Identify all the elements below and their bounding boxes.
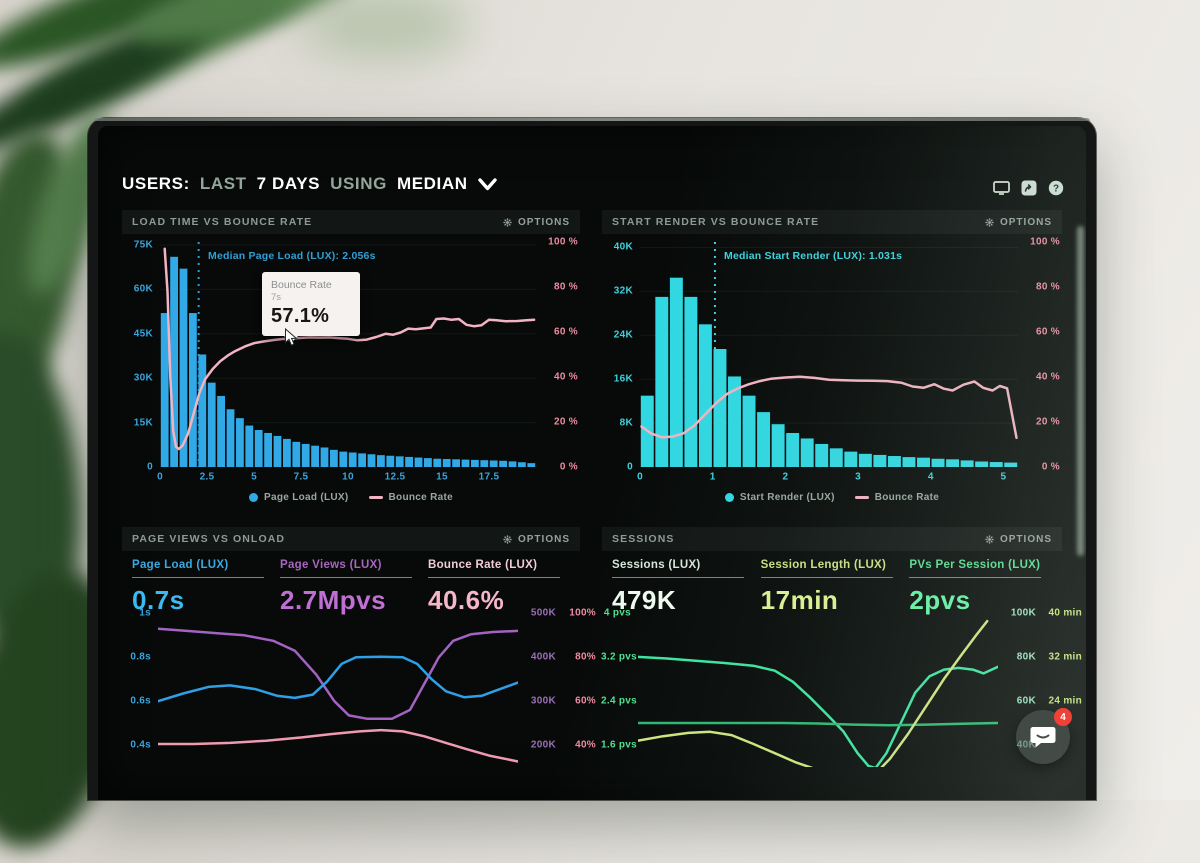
chart-tooltip: Bounce Rate 7s 57.1% — [262, 272, 360, 343]
metric-pvs-per-session: PVs Per Session (LUX) 2pvs — [909, 559, 1058, 616]
metric-rule — [280, 577, 412, 578]
metric-rule — [760, 577, 893, 578]
metric-label: Page Load (LUX) — [132, 559, 229, 571]
options-label: OPTIONS — [517, 216, 570, 228]
legend-line-icon — [368, 496, 383, 499]
panel-header: PAGE VIEWS VS ONLOAD OPTIONS — [122, 527, 580, 551]
panel-title: LOAD TIME VS BOUNCE RATE — [132, 216, 313, 228]
legend-label: Bounce Rate — [388, 492, 453, 503]
gear-icon — [503, 217, 512, 227]
svg-text:?: ? — [1053, 184, 1059, 195]
page-views-chart[interactable]: 1s 0.8s 0.6s 0.4s 500K 100% 400K 80% 300K 60% 200K… — [122, 605, 596, 773]
users-range-dropdown[interactable]: USERS: LAST 7 DAYS USING MEDIAN — [122, 174, 497, 194]
help-icon[interactable]: ? — [1048, 180, 1064, 196]
gear-icon — [985, 534, 994, 544]
metric-value: 479K — [612, 585, 677, 615]
metric-label: Page Views (LUX) — [280, 559, 382, 571]
metric-value: 40.6% — [428, 585, 505, 615]
metric-label: Sessions (LUX) — [612, 559, 701, 571]
options-button[interactable]: OPTIONS — [502, 534, 570, 545]
tooltip-x-value: 7s — [271, 292, 282, 303]
start-render-chart[interactable]: Median Start Render (LUX): 1.031s 40K 32K 2… — [613, 236, 1060, 483]
chevron-down-icon — [477, 177, 497, 190]
options-label: OPTIONS — [517, 533, 570, 545]
metric-page-views: Page Views (LUX) 2.7Mpvs — [280, 559, 428, 616]
plant-leaf — [300, 0, 470, 60]
metric-page-load: Page Load (LUX) 0.7s — [132, 559, 280, 616]
laptop: USERS: LAST 7 DAYS USING MEDIAN ? LOAD — [88, 118, 1096, 800]
metric-rule — [612, 577, 744, 578]
legend-label: Page Load (LUX) — [264, 492, 349, 503]
header-using: USING — [330, 174, 387, 193]
sessions-chart[interactable]: 4 pvs 3.2 pvs 2.4 pvs 1.6 pvs 100K 40 min 80K 3… — [601, 605, 1082, 773]
options-button[interactable]: OPTIONS — [984, 217, 1052, 228]
metric-session-length: Session Length (LUX) 17min — [760, 559, 910, 616]
tooltip-value: 57.1% — [271, 305, 330, 327]
screen-glare-strip — [1077, 226, 1084, 556]
metric-sessions: Sessions (LUX) 479K — [612, 559, 761, 616]
header-days: 7 DAYS — [256, 174, 321, 193]
metric-rule — [909, 577, 1042, 578]
metric-label: Session Length (LUX) — [760, 559, 887, 571]
header-users: USERS: — [122, 174, 190, 193]
metric-bounce-rate: Bounce Rate (LUX) 40.6% — [428, 559, 576, 616]
panel-header: SESSIONS OPTIONS — [602, 527, 1062, 551]
legend-label: Start Render (LUX) — [739, 492, 835, 503]
legend-dot-icon — [249, 493, 259, 502]
display-icon[interactable] — [993, 181, 1010, 195]
options-label: OPTIONS — [999, 533, 1052, 545]
options-label: OPTIONS — [999, 216, 1052, 228]
metric-rule — [428, 577, 560, 578]
panel-load-time: LOAD TIME VS BOUNCE RATE OPTIONS Median … — [122, 210, 580, 510]
legend-label: Bounce Rate — [874, 492, 940, 503]
share-icon[interactable] — [1021, 180, 1037, 196]
metric-value: 17min — [760, 585, 839, 615]
options-button[interactable]: OPTIONS — [984, 534, 1052, 545]
chart-legend: Start Render (LUX) Bounce Rate — [602, 492, 1062, 503]
panel-page-views: PAGE VIEWS VS ONLOAD OPTIONS Page Load (… — [122, 527, 596, 773]
panel-header: LOAD TIME VS BOUNCE RATE OPTIONS — [122, 210, 580, 234]
legend-dot-icon — [724, 493, 734, 502]
metric-rule — [132, 577, 264, 578]
metric-value: 0.7s — [132, 585, 185, 615]
chat-badge: 4 — [1054, 708, 1072, 726]
options-button[interactable]: OPTIONS — [502, 217, 570, 228]
panel-title: PAGE VIEWS VS ONLOAD — [132, 533, 286, 545]
laptop-screen: USERS: LAST 7 DAYS USING MEDIAN ? LOAD — [98, 126, 1086, 800]
panel-title: SESSIONS — [612, 533, 675, 545]
gear-icon — [503, 534, 512, 544]
header-median: MEDIAN — [396, 174, 468, 193]
metric-value: 2pvs — [909, 585, 971, 615]
metric-label: PVs Per Session (LUX) — [909, 559, 1041, 571]
panel-start-render: START RENDER VS BOUNCE RATE OPTIONS Medi… — [602, 210, 1062, 510]
chart-legend: Page Load (LUX) Bounce Rate — [122, 492, 580, 503]
gear-icon — [985, 217, 994, 227]
tooltip-title: Bounce Rate — [271, 279, 332, 291]
chat-widget[interactable]: 4 — [1016, 708, 1072, 764]
legend-line-icon — [854, 496, 869, 499]
metrics-row: Sessions (LUX) 479K Session Length (LUX)… — [612, 559, 1058, 616]
metric-label: Bounce Rate (LUX) — [428, 559, 538, 571]
header-last: LAST — [199, 174, 247, 193]
metrics-row: Page Load (LUX) 0.7s Page Views (LUX) 2.… — [132, 559, 576, 616]
mouse-cursor — [284, 327, 299, 352]
panel-title: START RENDER VS BOUNCE RATE — [612, 216, 820, 228]
chat-bubble-icon — [1030, 727, 1056, 748]
panel-header: START RENDER VS BOUNCE RATE OPTIONS — [602, 210, 1062, 234]
metric-value: 2.7Mpvs — [280, 585, 387, 615]
panel-sessions: SESSIONS OPTIONS Sessions (LUX) 479K Ses… — [601, 527, 1082, 773]
